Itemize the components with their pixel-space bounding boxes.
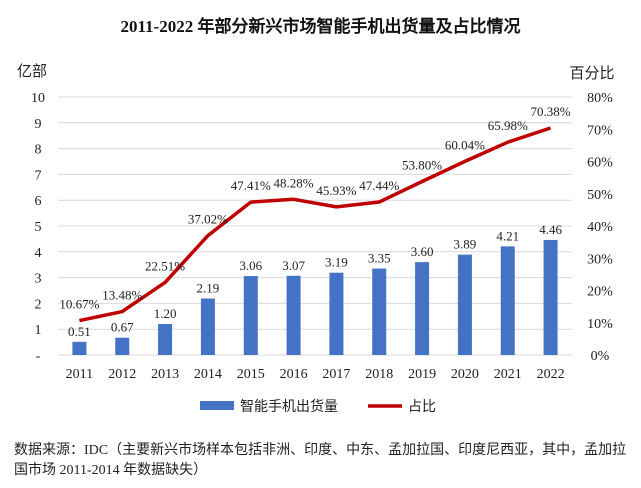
bar (457, 254, 472, 355)
bar (200, 298, 215, 355)
line-data-label: 65.98% (488, 118, 528, 133)
line-series (79, 126, 552, 323)
right-tick-label: 10% (587, 317, 613, 332)
line-data-label: 37.02% (188, 212, 228, 227)
chart-title: 2011-2022 年部分新兴市场智能手机出货量及占比情况 (120, 17, 521, 36)
bar (543, 239, 558, 355)
source-note: 数据来源：IDC（主要新兴市场样本包括非洲、印度、中东、孟加拉国、印度尼西亚，其… (14, 443, 627, 478)
left-tick-label: 7 (35, 168, 42, 183)
left-tick-label: 4 (35, 246, 42, 261)
line-data-label: 60.04% (445, 137, 485, 152)
bar (286, 275, 301, 355)
left-tick-label: - (36, 349, 41, 364)
line-data-label: 48.28% (274, 175, 314, 190)
x-tick-label: 2011 (66, 367, 93, 382)
bar-data-label: 3.06 (239, 258, 262, 273)
bar (72, 341, 87, 355)
right-tick-label: 30% (587, 252, 613, 267)
right-tick-label: 70% (587, 123, 613, 138)
line-data-label: 10.67% (59, 297, 99, 312)
bar-data-label: 0.67 (111, 320, 134, 335)
chart: - 1 2 3 4 5 6 7 8 9 10 0% 10% 20% 30% 40% 50% 60% 70% 80% 亿部… (17, 63, 615, 415)
x-tick-label: 2021 (494, 367, 522, 382)
x-tick-label: 2020 (451, 367, 479, 382)
left-tick-label: 9 (35, 117, 42, 132)
legend-bar-label: 智能手机出货量 (240, 398, 338, 415)
line-data-label: 70.38% (531, 104, 571, 119)
x-tick-label: 2012 (108, 367, 136, 382)
right-tick-label: 40% (587, 220, 613, 235)
bar (243, 276, 258, 355)
bar-data-label: 3.60 (411, 244, 434, 259)
x-tick-label: 2022 (537, 367, 565, 382)
bar-data-label: 4.46 (539, 222, 562, 237)
line-data-label: 47.41% (231, 178, 271, 193)
x-tick-label: 2018 (365, 367, 393, 382)
bar (500, 246, 515, 355)
line-data-label: 47.44% (359, 178, 399, 193)
legend-line-label: 占比 (408, 399, 436, 415)
line-data-label: 53.80% (402, 157, 442, 172)
bar-data-label: 3.19 (325, 255, 348, 270)
bar-data-label: 0.51 (68, 324, 91, 339)
x-tick-label: 2013 (151, 367, 179, 382)
bar (415, 262, 430, 355)
x-tick-label: 2017 (322, 367, 350, 382)
bar (115, 337, 130, 355)
line-data-label: 45.93% (316, 183, 356, 198)
left-tick-label: 6 (35, 194, 42, 209)
left-tick-label: 10 (31, 91, 45, 106)
left-tick-label: 1 (35, 323, 42, 338)
bar (372, 268, 387, 355)
x-tick-label: 2014 (194, 367, 222, 382)
bar-data-label: 4.21 (496, 228, 519, 243)
line-data-label: 22.51% (145, 258, 185, 273)
right-axis-label: 百分比 (569, 65, 614, 82)
legend-bar-swatch (200, 401, 234, 410)
x-tick-label: 2016 (280, 367, 308, 382)
bar (158, 324, 173, 355)
right-tick-label: 20% (587, 285, 613, 300)
x-tick-label: 2015 (237, 367, 265, 382)
left-tick-label: 8 (35, 143, 42, 158)
bar-data-label: 3.35 (368, 251, 391, 266)
x-tick-label: 2019 (408, 367, 436, 382)
left-tick-label: 2 (35, 297, 42, 312)
right-tick-label: 50% (587, 188, 613, 203)
right-tick-label: 80% (587, 91, 613, 106)
right-tick-label: 60% (587, 156, 613, 171)
bar-data-label: 2.19 (197, 280, 220, 295)
bar-data-label: 3.07 (282, 258, 305, 273)
left-axis-label: 亿部 (17, 63, 47, 80)
left-tick-label: 5 (35, 220, 42, 235)
left-tick-label: 3 (35, 272, 42, 287)
bar-data-label: 1.20 (154, 306, 177, 321)
right-tick-label: 0% (591, 349, 610, 364)
line-data-label: 13.48% (102, 288, 142, 303)
bar-data-label: 3.89 (454, 237, 477, 252)
bar (329, 272, 344, 355)
